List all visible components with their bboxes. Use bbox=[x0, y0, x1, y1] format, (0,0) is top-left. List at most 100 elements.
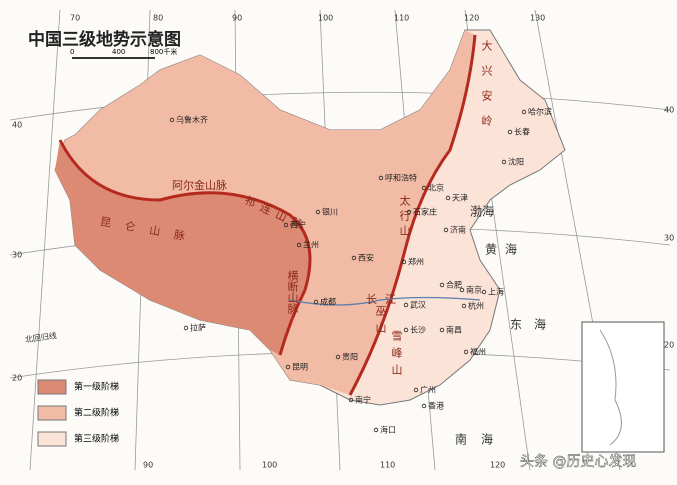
sea-label: 黄海 bbox=[485, 242, 525, 257]
city-label: 贵阳 bbox=[342, 352, 358, 362]
city-label: 昆明 bbox=[292, 363, 308, 372]
city-dot bbox=[169, 117, 175, 123]
city-label: 沈阳 bbox=[508, 157, 524, 167]
city-dot bbox=[283, 222, 289, 228]
step-boundary bbox=[348, 34, 477, 396]
city-dot bbox=[378, 175, 384, 181]
sea-label: 渤海 bbox=[470, 204, 494, 219]
city-label: 济南 bbox=[450, 225, 466, 235]
graticule-label: 40 bbox=[664, 106, 674, 115]
legend-label: 第一级阶梯 bbox=[74, 381, 119, 393]
city-label: 武汉 bbox=[410, 300, 426, 310]
city-label: 兰州 bbox=[303, 240, 319, 250]
sea-label: 南海 bbox=[455, 432, 507, 447]
city-label: 石家庄 bbox=[413, 207, 437, 217]
city-label: 上海 bbox=[488, 287, 504, 297]
legend-label: 第三级阶梯 bbox=[74, 433, 119, 445]
city-label: 长沙 bbox=[410, 325, 426, 335]
graticule-label: 90 bbox=[143, 461, 153, 470]
city-label: 哈尔滨 bbox=[528, 107, 552, 117]
city-label: 海口 bbox=[380, 425, 396, 435]
step-boundary bbox=[58, 139, 312, 356]
graticule-label: 100 bbox=[318, 14, 333, 23]
mountain-label: 巫山 bbox=[374, 305, 387, 339]
city-dot bbox=[421, 403, 427, 409]
city-dot bbox=[461, 303, 467, 309]
city-label: 天津 bbox=[452, 193, 468, 203]
graticule-label: 100 bbox=[262, 461, 277, 470]
city-dot bbox=[463, 349, 469, 355]
city-label: 呼和浩特 bbox=[385, 173, 417, 183]
city-label: 西安 bbox=[358, 253, 374, 263]
mountain-label: 雪峰山 bbox=[390, 330, 403, 381]
mountain-label: 大兴安岭 bbox=[480, 39, 493, 140]
graticule-label: 120 bbox=[464, 14, 479, 23]
city-dot bbox=[481, 289, 487, 295]
mountain-label: 横断山脉 bbox=[286, 269, 299, 314]
city-dot bbox=[285, 364, 291, 370]
city-dot bbox=[183, 325, 189, 331]
graticule-label: 120 bbox=[490, 461, 505, 470]
city-dot bbox=[406, 209, 412, 215]
scale-label: 800千米 bbox=[150, 47, 177, 56]
graticule-label: 90 bbox=[232, 14, 242, 23]
graticule-label: 40 bbox=[12, 121, 22, 130]
city-label: 西宁 bbox=[290, 220, 306, 230]
title: 中国三级地势示意图 bbox=[28, 29, 181, 50]
city-label: 福州 bbox=[470, 348, 486, 357]
city-dot bbox=[445, 195, 451, 201]
city-dot bbox=[313, 299, 319, 305]
mountain-label: 太行山 bbox=[398, 195, 411, 240]
city-dot bbox=[296, 242, 302, 248]
city-label: 郑州 bbox=[408, 257, 424, 267]
tropic-label: 北回归线 bbox=[24, 330, 57, 344]
inset-coast bbox=[599, 329, 622, 446]
city-label: 广州 bbox=[420, 385, 436, 395]
city-dot bbox=[439, 327, 445, 333]
scale-label: 0 bbox=[70, 48, 74, 56]
city-dot bbox=[421, 185, 427, 191]
city-dot bbox=[351, 255, 357, 261]
city-label: 北京 bbox=[428, 183, 444, 193]
graticule-label: 20 bbox=[664, 341, 674, 350]
city-label: 南宁 bbox=[355, 395, 371, 405]
city-dot bbox=[401, 259, 407, 265]
city-label: 南京 bbox=[466, 285, 482, 295]
city-dot bbox=[439, 282, 445, 288]
river bbox=[289, 296, 481, 306]
graticule-label: 80 bbox=[153, 14, 163, 23]
city-dot bbox=[507, 129, 513, 135]
city-label: 杭州 bbox=[468, 301, 484, 311]
city-dot bbox=[335, 354, 341, 360]
city-dot bbox=[443, 227, 449, 233]
city-dot bbox=[521, 109, 527, 115]
city-label: 乌鲁木齐 bbox=[176, 115, 208, 125]
graticule-label: 20 bbox=[12, 374, 22, 383]
graticule-label: 110 bbox=[380, 461, 395, 470]
graticule-label: 30 bbox=[12, 251, 22, 260]
legend-swatch bbox=[37, 379, 67, 395]
city-dot bbox=[459, 287, 465, 293]
inset-box bbox=[581, 321, 665, 453]
legend-label: 第二级阶梯 bbox=[74, 407, 119, 419]
city-dot bbox=[373, 427, 379, 433]
city-label: 长春 bbox=[514, 127, 530, 137]
city-label: 成都 bbox=[320, 297, 336, 307]
graticule-label: 30 bbox=[664, 234, 674, 243]
city-label: 香港 bbox=[428, 401, 444, 411]
parallel bbox=[9, 91, 671, 121]
city-label: 合肥 bbox=[446, 280, 462, 290]
graticule-label: 70 bbox=[70, 14, 80, 23]
graticule-label: 110 bbox=[394, 14, 409, 23]
city-label: 拉萨 bbox=[190, 323, 206, 333]
city-dot bbox=[501, 159, 507, 165]
scale-label: 400 bbox=[112, 48, 125, 56]
city-dot bbox=[413, 387, 419, 393]
sea-label: 东海 bbox=[510, 317, 558, 332]
river-label: 长江 bbox=[366, 293, 404, 306]
legend-swatch bbox=[37, 405, 67, 421]
city-dot bbox=[315, 209, 321, 215]
city-dot bbox=[403, 302, 409, 308]
city-label: 南昌 bbox=[446, 325, 462, 335]
